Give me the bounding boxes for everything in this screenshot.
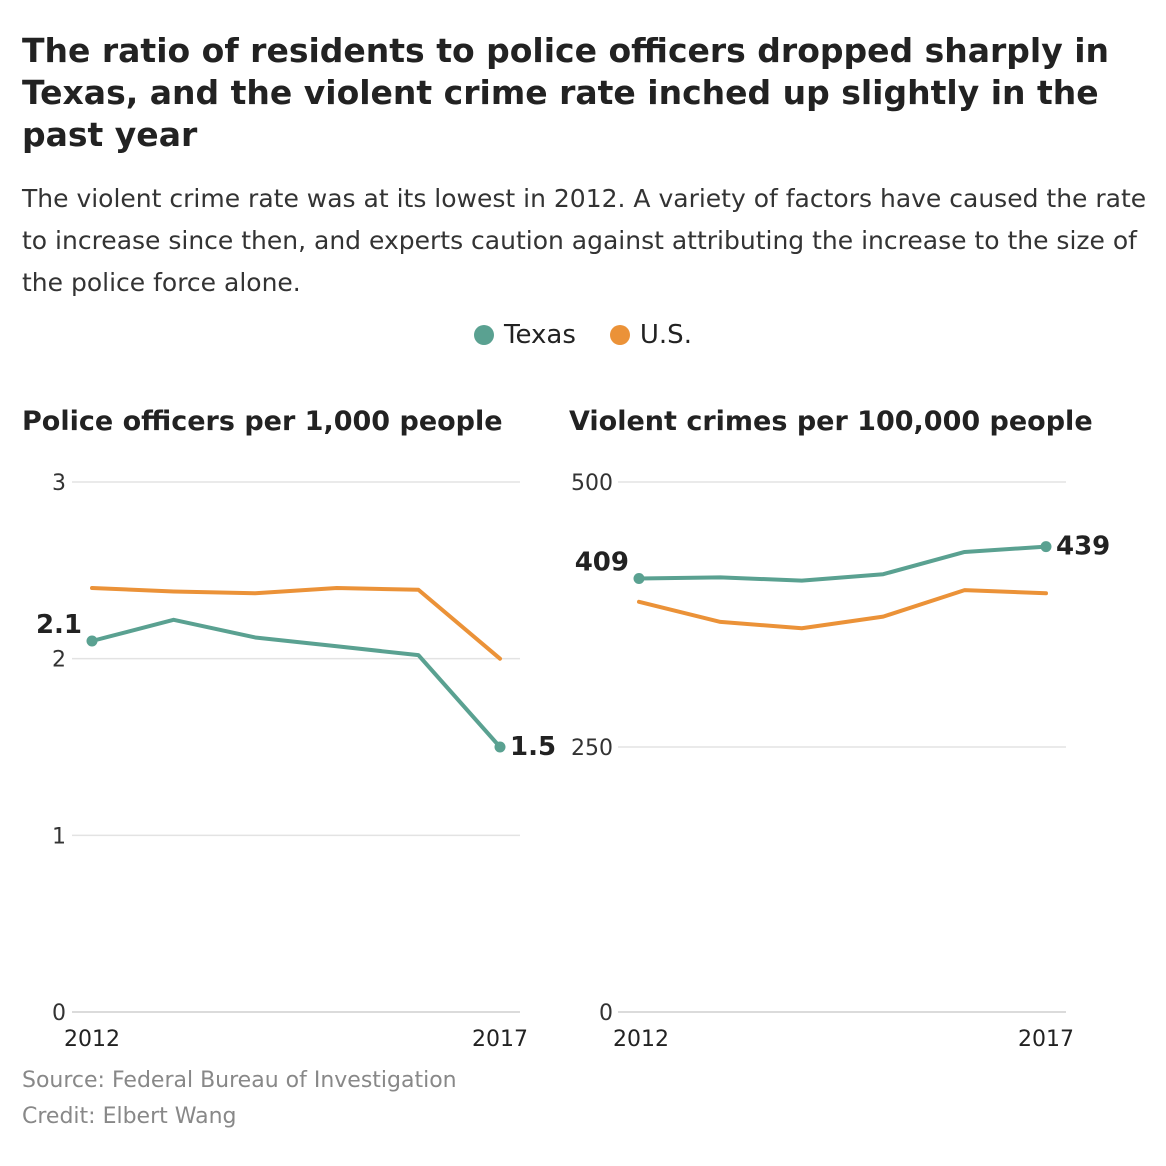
panel-title-police: Police officers per 1,000 people: [22, 406, 503, 437]
crime-y-tick-label: 500: [571, 471, 613, 496]
crime-point-last: [1040, 541, 1052, 553]
police-x-tick-label: 2017: [472, 1027, 528, 1052]
crime-point-first: [633, 572, 645, 584]
legend-swatch-us: [609, 325, 630, 345]
police-y-tick-label: 0: [52, 1001, 66, 1026]
police-line-texas: [90, 617, 502, 749]
crime-x-tick-label: 2012: [613, 1027, 669, 1052]
legend-item-texas: Texas: [474, 320, 576, 350]
source-note: Source: Federal Bureau of Investigation: [22, 1068, 457, 1093]
crime-line-us: [637, 588, 1048, 631]
chart-title: The ratio of residents to police officer…: [22, 31, 1110, 154]
crime-data-label-first: 409: [575, 547, 629, 577]
police-y-tick-label: 3: [52, 471, 66, 496]
police-line-us: [90, 586, 502, 661]
legend-swatch-texas: [474, 325, 495, 345]
legend-label-us: U.S.: [639, 320, 692, 350]
police-x-tick-label: 2012: [64, 1027, 120, 1052]
crime-y-tick-label: 0: [599, 1001, 613, 1026]
crime-x-tick-label: 2017: [1018, 1027, 1074, 1052]
credit-note: Credit: Elbert Wang: [22, 1104, 237, 1129]
legend: Texas U.S.: [0, 320, 1166, 350]
police-y-tick-label: 2: [52, 648, 66, 673]
police-point-last: [494, 741, 506, 753]
crime-y-tick-label: 250: [571, 736, 613, 761]
panel-title-crime: Violent crimes per 100,000 people: [569, 406, 1093, 437]
crime-line-texas: [637, 544, 1048, 583]
police-y-tick-label: 1: [52, 824, 66, 849]
legend-label-texas: Texas: [504, 320, 576, 350]
police-point-first: [86, 635, 98, 647]
crime-data-label-last: 439: [1056, 532, 1110, 562]
legend-item-us: U.S.: [609, 320, 692, 350]
police-data-label-last: 1.5: [510, 732, 556, 762]
chart-subtitle: The violent crime rate was at its lowest…: [22, 184, 1147, 297]
police-data-label-first: 2.1: [36, 610, 82, 640]
